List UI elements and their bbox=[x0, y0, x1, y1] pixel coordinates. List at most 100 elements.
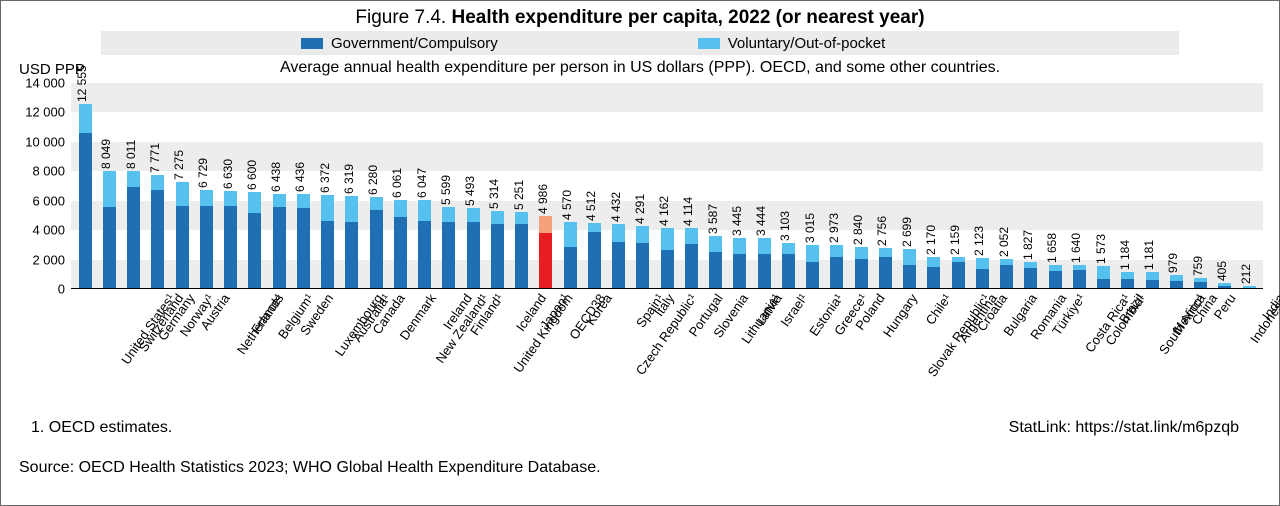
bar-total-label: 12 555 bbox=[75, 66, 89, 103]
x-label-slot: Ireland bbox=[413, 291, 437, 411]
x-label-slot: Japan¹ bbox=[510, 291, 534, 411]
bar-slot: 3 587 bbox=[704, 83, 728, 289]
bar-stack bbox=[248, 192, 261, 289]
bar-slot: 7 275 bbox=[170, 83, 194, 289]
bar-segment-vol bbox=[418, 200, 431, 221]
bar-stack bbox=[661, 228, 674, 289]
bar-segment-gov bbox=[321, 221, 334, 289]
bar-slot: 5 314 bbox=[485, 83, 509, 289]
bar-segment-vol bbox=[685, 228, 698, 244]
bar-stack bbox=[564, 222, 577, 289]
bar-stack bbox=[297, 194, 310, 289]
bar-total-label: 3 015 bbox=[803, 213, 817, 243]
bar-total-label: 759 bbox=[1191, 256, 1205, 276]
bar-segment-gov bbox=[103, 207, 116, 289]
bar-segment-vol bbox=[491, 211, 504, 224]
bar-stack bbox=[1049, 265, 1062, 289]
bar-segment-vol bbox=[394, 200, 407, 217]
bar-stack bbox=[709, 236, 722, 289]
bar-segment-gov bbox=[370, 210, 383, 289]
bar-total-label: 6 600 bbox=[245, 160, 259, 190]
bar-total-label: 2 756 bbox=[875, 216, 889, 246]
bar-total-label: 5 314 bbox=[487, 179, 501, 209]
bar-segment-vol bbox=[151, 175, 164, 191]
bar-slot: 6 319 bbox=[340, 83, 364, 289]
bar-segment-gov bbox=[564, 247, 577, 289]
bar-segment-gov bbox=[976, 269, 989, 289]
legend-item: Voluntary/Out-of-pocket bbox=[698, 35, 886, 52]
bar-stack bbox=[515, 212, 528, 289]
bar-stack bbox=[685, 228, 698, 289]
bar-stack bbox=[588, 223, 601, 289]
bar-total-label: 3 445 bbox=[730, 206, 744, 236]
bar-segment-vol bbox=[636, 226, 649, 243]
bar-stack bbox=[733, 238, 746, 289]
bar-stack bbox=[976, 258, 989, 289]
x-label-slot: China bbox=[1164, 291, 1188, 411]
bar-stack bbox=[321, 195, 334, 289]
bar-slot: 6 372 bbox=[316, 83, 340, 289]
bar-segment-vol bbox=[467, 208, 480, 222]
bar-total-label: 2 159 bbox=[948, 225, 962, 255]
bar-total-label: 2 699 bbox=[900, 217, 914, 247]
chart: 02 0004 0006 0008 00010 00012 00014 000 … bbox=[71, 83, 1263, 289]
bar-segment-vol bbox=[830, 245, 843, 256]
y-tick-label: 6 000 bbox=[32, 193, 65, 208]
bar-stack bbox=[879, 248, 892, 289]
bar-segment-gov bbox=[151, 190, 164, 289]
bar-stack bbox=[151, 175, 164, 289]
bar-total-label: 2 123 bbox=[972, 226, 986, 256]
bar-segment-vol bbox=[855, 247, 868, 259]
bar-slot: 212 bbox=[1237, 83, 1261, 289]
x-label-slot: Finland¹ bbox=[437, 291, 461, 411]
legend-item: Government/Compulsory bbox=[301, 35, 498, 52]
bar-segment-gov bbox=[1024, 268, 1037, 289]
bar-slot: 1 827 bbox=[1019, 83, 1043, 289]
bar-total-label: 979 bbox=[1166, 253, 1180, 273]
x-label-slot: France¹ bbox=[219, 291, 243, 411]
bar-segment-vol bbox=[370, 197, 383, 211]
bar-slot: 3 015 bbox=[801, 83, 825, 289]
bar-segment-gov bbox=[855, 259, 868, 289]
bar-total-label: 5 251 bbox=[512, 180, 526, 210]
y-tick-label: 10 000 bbox=[25, 134, 65, 149]
x-label-slot: Estonia¹ bbox=[776, 291, 800, 411]
bar-segment-gov bbox=[491, 224, 504, 289]
bar-slot: 2 052 bbox=[995, 83, 1019, 289]
bar-segment-gov bbox=[1049, 271, 1062, 289]
bar-stack bbox=[442, 207, 455, 289]
bar-stack bbox=[370, 197, 383, 289]
bar-stack bbox=[1146, 272, 1159, 289]
x-label-slot: OECD38 bbox=[534, 291, 558, 411]
bar-segment-vol bbox=[1146, 272, 1159, 281]
x-label-slot: Portugal bbox=[655, 291, 679, 411]
bar-segment-gov bbox=[297, 208, 310, 289]
bar-segment-vol bbox=[1121, 272, 1134, 280]
bar-slot: 5 599 bbox=[437, 83, 461, 289]
bar-segment-vol bbox=[733, 238, 746, 254]
x-label-slot: Peru bbox=[1189, 291, 1213, 411]
bar-stack bbox=[200, 190, 213, 289]
bar-segment-gov bbox=[248, 213, 261, 289]
bar-total-label: 4 986 bbox=[536, 184, 550, 214]
bar-slot: 4 114 bbox=[679, 83, 703, 289]
bar-total-label: 3 103 bbox=[778, 211, 792, 241]
footnote: 1. OECD estimates. bbox=[31, 419, 172, 437]
bar-total-label: 1 658 bbox=[1045, 233, 1059, 263]
bar-segment-gov bbox=[515, 224, 528, 289]
bar-segment-vol bbox=[224, 191, 237, 205]
bar-slot: 12 555 bbox=[73, 83, 97, 289]
bar-slot: 8 011 bbox=[122, 83, 146, 289]
bar-segment-gov bbox=[685, 244, 698, 289]
x-label-slot: Belgium¹ bbox=[243, 291, 267, 411]
bar-slot: 8 049 bbox=[97, 83, 121, 289]
bar-total-label: 405 bbox=[1215, 261, 1229, 281]
bar-stack bbox=[758, 238, 771, 289]
bar-stack bbox=[1121, 272, 1134, 289]
bar-stack bbox=[782, 243, 795, 289]
bar-slot: 6 436 bbox=[291, 83, 315, 289]
bar-segment-vol bbox=[539, 216, 552, 233]
bar-segment-vol bbox=[927, 257, 940, 267]
bar-slot: 1 573 bbox=[1092, 83, 1116, 289]
legend-label: Voluntary/Out-of-pocket bbox=[728, 35, 886, 52]
